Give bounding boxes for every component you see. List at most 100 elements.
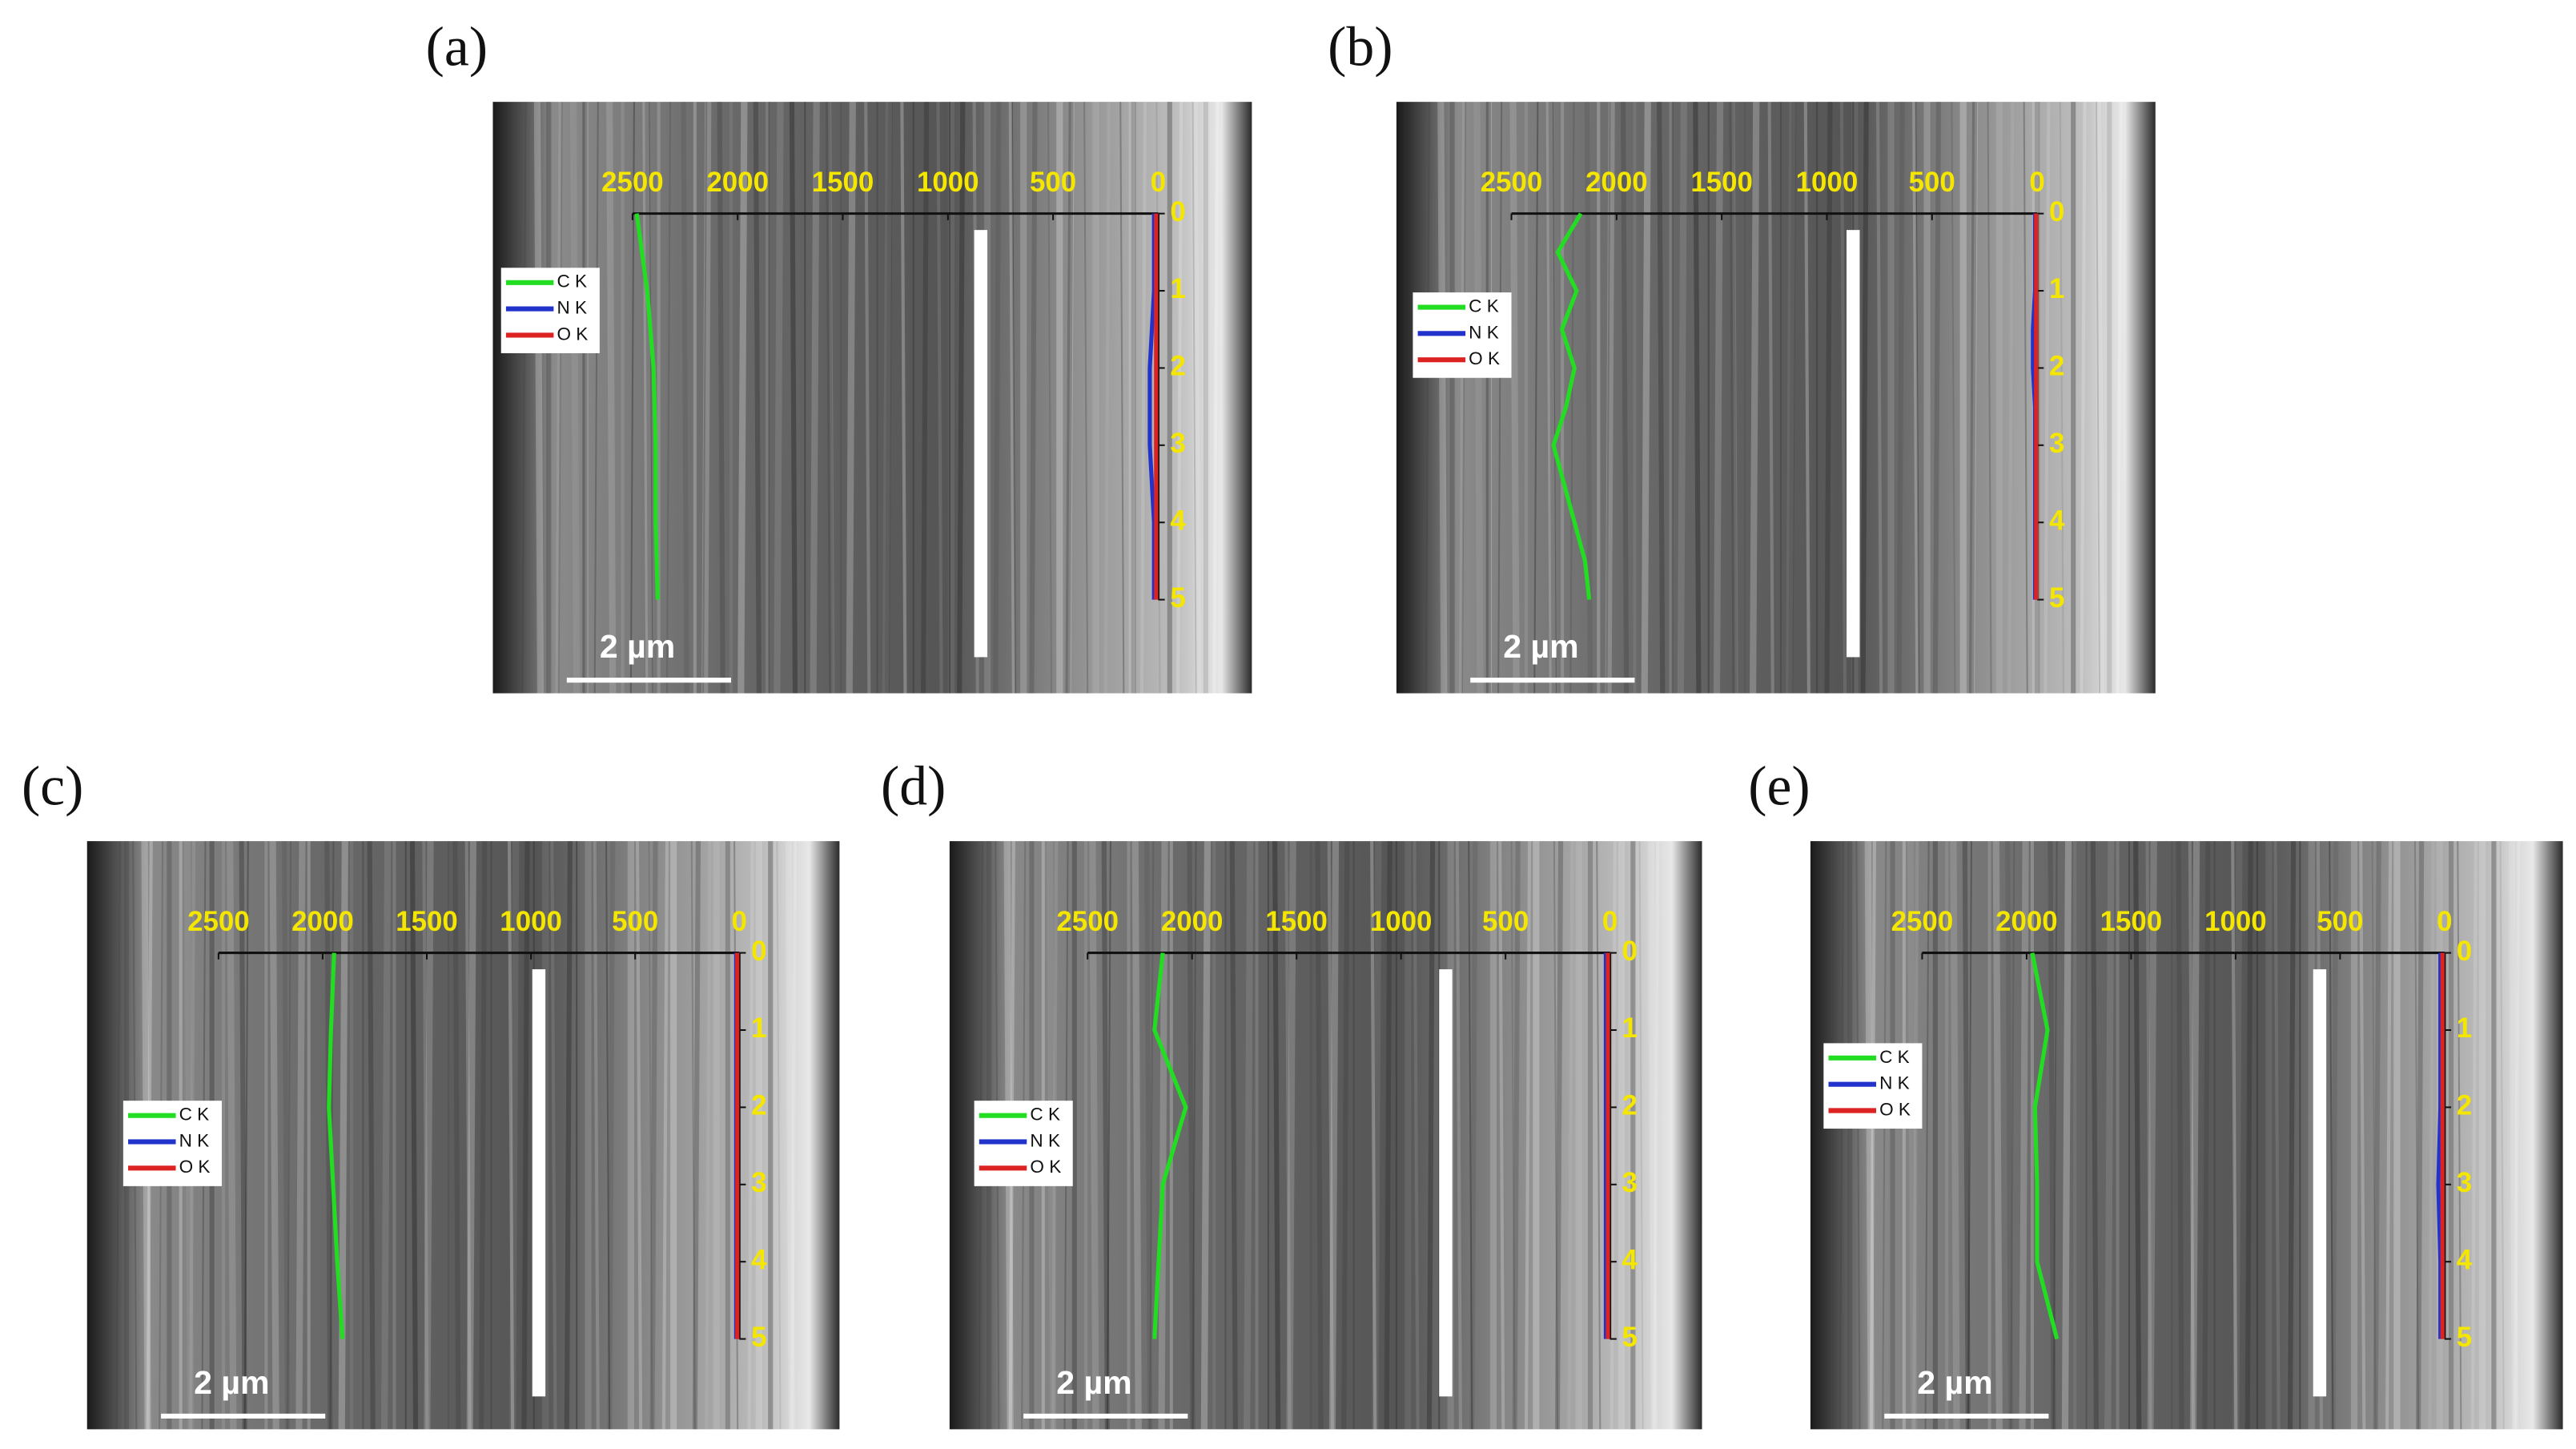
fiber-streak xyxy=(1605,102,1615,694)
fiber-streak xyxy=(1191,102,1201,694)
fiber-streak xyxy=(1328,841,1340,1430)
fiber-streak xyxy=(2273,841,2281,1430)
scale-bar-label: 2 µm xyxy=(600,628,675,665)
fiber-streak xyxy=(2094,102,2105,694)
fiber-streak xyxy=(2329,841,2334,1430)
fiber-streak xyxy=(269,841,279,1430)
legend-label: C K xyxy=(179,1105,210,1125)
fiber-streak xyxy=(1641,102,1651,694)
fiber-streak xyxy=(1143,841,1153,1430)
legend-label: C K xyxy=(557,272,588,292)
fiber-streak xyxy=(1915,102,1920,694)
fiber-streak xyxy=(649,841,658,1430)
fiber-streak xyxy=(642,102,653,694)
legend-label: N K xyxy=(557,298,588,318)
legend-label: O K xyxy=(1469,348,1500,368)
x-tick-label: 2500 xyxy=(1481,167,1543,198)
fiber-streak xyxy=(2044,102,2051,694)
fiber-streak xyxy=(1212,102,1220,694)
x-tick-label: 0 xyxy=(1151,167,1166,198)
fiber-streak xyxy=(1875,102,1883,694)
fiber-streak xyxy=(1192,841,1197,1430)
fiber-streak xyxy=(737,102,748,694)
scale-bar-label: 2 µm xyxy=(1917,1364,1992,1401)
fiber-streak xyxy=(1461,102,1467,694)
fiber-streak xyxy=(1011,102,1016,694)
x-tick-label: 500 xyxy=(2317,906,2363,937)
fiber-streak xyxy=(2147,841,2157,1430)
fiber-streak xyxy=(555,102,562,694)
x-tick-label: 0 xyxy=(2437,906,2452,937)
fiber-streak xyxy=(521,841,530,1430)
fiber-streak xyxy=(957,102,966,694)
fiber-streak xyxy=(1498,841,1505,1430)
line-scan xyxy=(1152,952,1188,1339)
y-tick-label: 4 xyxy=(1622,1244,1638,1275)
fiber-streak xyxy=(1971,102,1979,694)
fiber-streak xyxy=(239,841,247,1430)
fiber-streak xyxy=(2457,841,2462,1430)
fiber-streak xyxy=(464,841,472,1430)
y-tick-label: 1 xyxy=(1170,273,1185,304)
fiber-streak xyxy=(1286,841,1296,1430)
y-tick-label: 4 xyxy=(751,1244,767,1275)
fiber-streak xyxy=(920,102,930,694)
fiber-streak xyxy=(2133,841,2142,1430)
legend-label: O K xyxy=(557,324,589,344)
fiber-streak xyxy=(2202,841,2211,1430)
fiber-streak xyxy=(692,841,701,1430)
fiber-streak xyxy=(1803,102,1810,694)
y-tick-label: 0 xyxy=(751,936,766,967)
fiber-streak xyxy=(367,841,376,1430)
fiber-streak xyxy=(702,102,708,694)
legend-label: O K xyxy=(1030,1157,1061,1177)
fiber-streak xyxy=(1425,102,1430,694)
sem-image xyxy=(1396,102,2156,694)
fiber-streak xyxy=(1341,841,1350,1430)
fiber-streak xyxy=(2514,841,2521,1430)
panel-label: (b) xyxy=(1328,17,1392,78)
fiber-streak xyxy=(466,841,476,1430)
fiber-streak xyxy=(1089,841,1099,1430)
fiber-streak xyxy=(2061,841,2072,1430)
fiber-streak xyxy=(2373,841,2381,1430)
fiber-streak xyxy=(452,841,461,1430)
y-tick-label: 4 xyxy=(2457,1244,2473,1275)
legend-label: O K xyxy=(179,1157,211,1177)
fiber-streak xyxy=(790,841,798,1430)
fiber-streak xyxy=(2023,102,2028,694)
fiber-streak xyxy=(1912,841,1919,1430)
fiber-streak xyxy=(422,841,429,1430)
y-tick-label: 4 xyxy=(2049,505,2065,536)
x-tick-label: 2500 xyxy=(1891,906,1954,937)
fiber-streak xyxy=(243,841,249,1430)
fiber-streak xyxy=(789,102,798,694)
fiber-streak xyxy=(1605,102,1611,694)
y-tick-label: 1 xyxy=(2049,273,2064,304)
fiber-streak xyxy=(774,102,784,694)
fiber-streak xyxy=(606,102,617,694)
fiber-streak xyxy=(1767,102,1774,694)
panel-label: (a) xyxy=(426,17,488,78)
y-tick-label: 0 xyxy=(2049,196,2064,227)
y-tick-label: 5 xyxy=(2457,1322,2472,1353)
fiber-streak xyxy=(884,102,894,694)
fiber-streak xyxy=(2188,841,2196,1430)
x-tick-label: 0 xyxy=(2029,167,2044,198)
fiber-streak xyxy=(701,102,712,694)
y-tick-label: 0 xyxy=(1622,936,1638,967)
fiber-streak xyxy=(717,102,725,694)
scan-marker xyxy=(1847,230,1860,658)
x-tick-label: 1500 xyxy=(1265,906,1328,937)
fiber-streak xyxy=(1992,841,2003,1430)
fiber-streak xyxy=(1229,841,1238,1430)
x-tick-label: 1000 xyxy=(500,906,562,937)
fiber-streak xyxy=(509,841,520,1430)
fiber-streak xyxy=(605,841,611,1430)
fiber-streak xyxy=(2005,841,2014,1430)
fiber-streak xyxy=(1553,841,1558,1430)
fiber-streak xyxy=(1652,841,1660,1430)
fiber-streak xyxy=(1548,102,1557,694)
legend-label: N K xyxy=(1030,1130,1060,1150)
